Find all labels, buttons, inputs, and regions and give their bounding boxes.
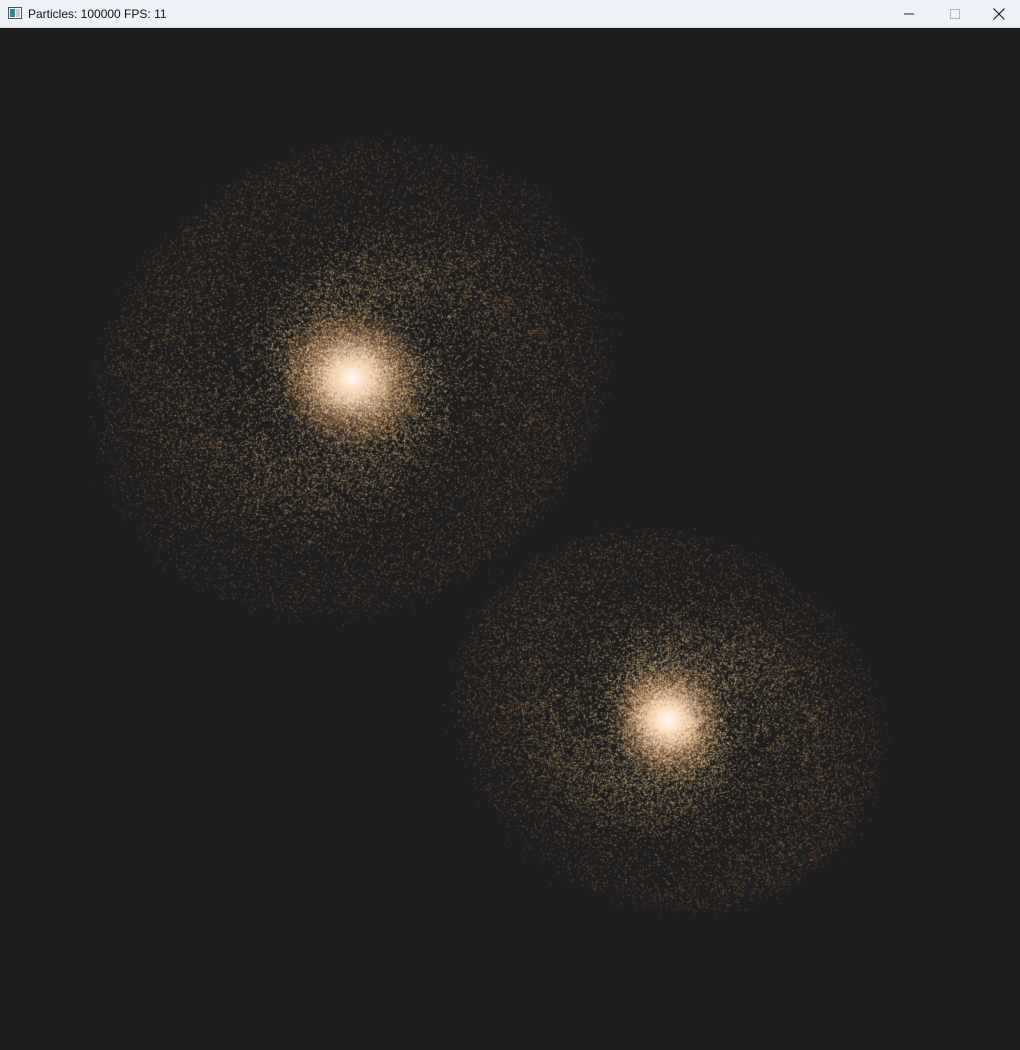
maximize-icon: [950, 9, 960, 19]
minimize-icon: [904, 13, 914, 15]
minimize-button[interactable]: [886, 0, 932, 28]
maximize-button[interactable]: [932, 0, 978, 28]
app-window-icon: [8, 7, 22, 19]
particle-simulation-canvas[interactable]: [0, 28, 1020, 1050]
window-title: Particles: 100000 FPS: 11: [28, 7, 167, 21]
title-bar[interactable]: Particles: 100000 FPS: 11: [0, 0, 1020, 28]
simulation-viewport[interactable]: [0, 28, 1020, 1050]
close-button[interactable]: [977, 0, 1020, 28]
close-icon: [992, 8, 1005, 20]
